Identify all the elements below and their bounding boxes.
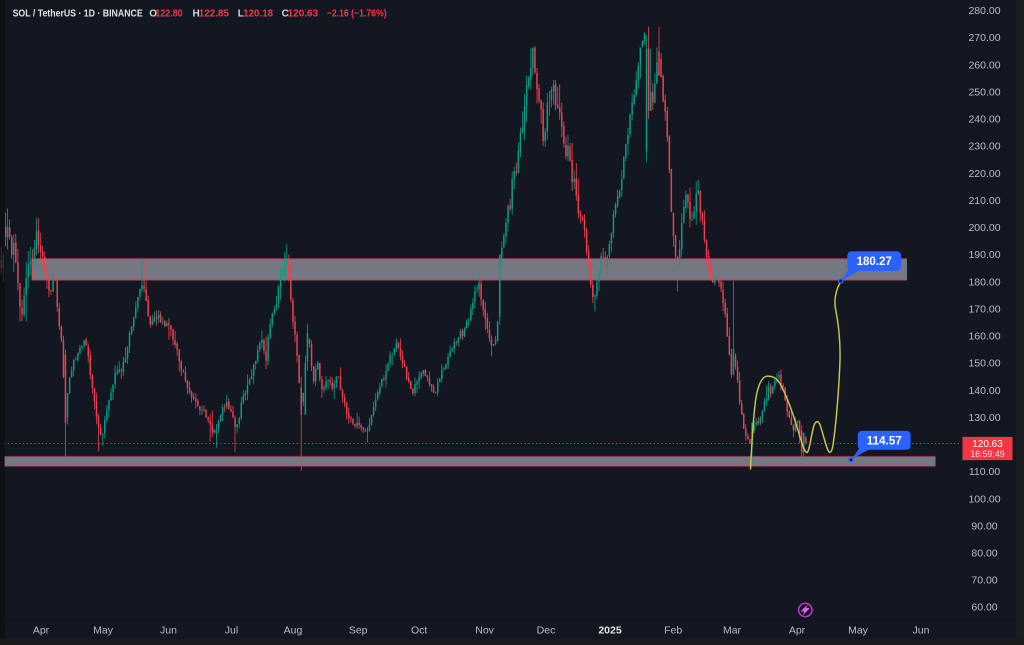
svg-text:114.57: 114.57 [867, 435, 902, 448]
svg-text:180.27: 180.27 [857, 255, 892, 268]
svg-text:2025: 2025 [598, 624, 622, 636]
svg-text:122.85: 122.85 [199, 8, 230, 19]
svg-text:90.00: 90.00 [971, 520, 997, 532]
svg-text:O: O [149, 8, 157, 19]
svg-text:190.00: 190.00 [968, 249, 1000, 261]
svg-text:Nov: Nov [475, 624, 494, 636]
svg-text:200.00: 200.00 [968, 222, 1000, 234]
svg-text:180.00: 180.00 [968, 276, 1000, 288]
svg-text:Apr: Apr [789, 624, 806, 636]
svg-text:Mar: Mar [723, 624, 742, 636]
svg-text:−2.16 (−1.76%): −2.16 (−1.76%) [327, 8, 387, 19]
svg-text:Feb: Feb [664, 624, 682, 636]
svg-text:220.00: 220.00 [968, 168, 1000, 180]
svg-text:May: May [848, 624, 869, 636]
svg-text:120.18: 120.18 [243, 8, 273, 19]
svg-text:Jun: Jun [160, 624, 177, 636]
svg-text:70.00: 70.00 [971, 575, 997, 587]
svg-text:C: C [282, 8, 289, 19]
svg-text:120.63: 120.63 [972, 439, 1003, 450]
svg-text:100.00: 100.00 [968, 493, 1000, 505]
svg-text:Jun: Jun [913, 624, 930, 636]
svg-text:60.00: 60.00 [971, 602, 997, 614]
svg-text:16:59:49: 16:59:49 [970, 449, 1004, 459]
svg-text:230.00: 230.00 [968, 141, 1000, 153]
svg-text:SOL / TetherUS · 1D · BINANCE: SOL / TetherUS · 1D · BINANCE [13, 8, 143, 19]
svg-text:110.00: 110.00 [969, 466, 1000, 478]
svg-text:240.00: 240.00 [968, 114, 1000, 126]
svg-text:150.00: 150.00 [968, 358, 1000, 370]
svg-text:80.00: 80.00 [971, 548, 997, 560]
svg-text:Sep: Sep [349, 624, 368, 636]
svg-text:210.00: 210.00 [968, 195, 1000, 207]
svg-text:140.00: 140.00 [968, 385, 1000, 397]
svg-text:170.00: 170.00 [968, 303, 1000, 315]
svg-text:270.00: 270.00 [968, 32, 1000, 44]
svg-text:120.63: 120.63 [288, 8, 319, 19]
svg-text:160.00: 160.00 [968, 331, 1000, 343]
svg-text:Jul: Jul [225, 624, 238, 636]
svg-text:122.80: 122.80 [155, 8, 183, 19]
svg-text:L: L [238, 8, 244, 19]
svg-text:Aug: Aug [284, 624, 303, 636]
svg-text:Oct: Oct [411, 624, 427, 636]
svg-text:H: H [193, 8, 200, 19]
svg-text:Apr: Apr [33, 624, 50, 636]
svg-text:260.00: 260.00 [968, 59, 1000, 71]
svg-text:Dec: Dec [537, 624, 556, 636]
svg-text:250.00: 250.00 [968, 87, 1000, 99]
svg-text:130.00: 130.00 [968, 412, 1000, 424]
svg-text:May: May [93, 624, 114, 636]
svg-text:280.00: 280.00 [968, 5, 1000, 17]
